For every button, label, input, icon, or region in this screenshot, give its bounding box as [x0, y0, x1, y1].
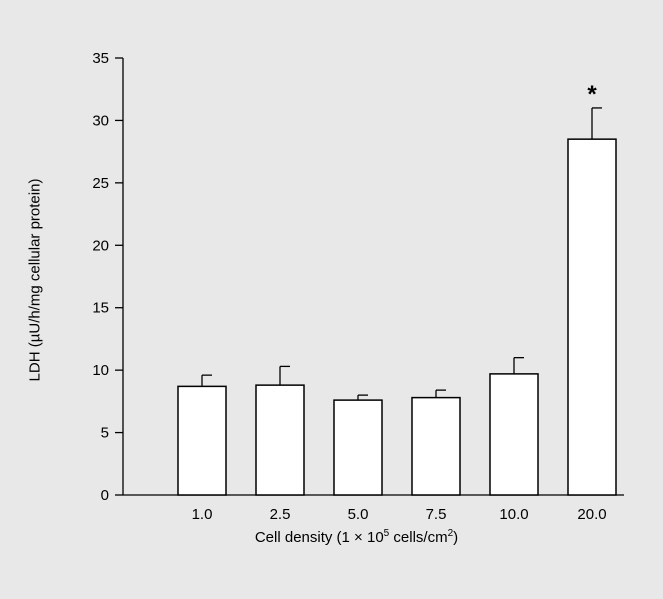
y-tick-label: 0: [101, 487, 109, 504]
x-axis-title: Cell density (1 × 105 cells/cm2): [0, 528, 663, 546]
x-axis-title-part: ): [453, 529, 459, 546]
significance-marker: *: [587, 81, 597, 108]
bar-20.0: [567, 138, 617, 496]
y-tick-label: 10: [92, 362, 109, 379]
y-tick-label: 20: [92, 237, 109, 254]
bar-2.5: [255, 384, 305, 496]
bars: [177, 107, 617, 496]
bar-7.5: [411, 396, 461, 496]
x-tick-label: 20.0: [577, 506, 606, 523]
x-tick-label: 5.0: [348, 506, 369, 523]
bar-1.0: [177, 385, 227, 496]
tick-labels: 0 5 10 15 20 25 30 35 1.0 2.5 5.0 7.5 10.0 20.0 *: [92, 50, 606, 523]
bar-5.0: [333, 399, 383, 496]
x-tick-label: 1.0: [192, 506, 213, 523]
x-tick-label: 7.5: [426, 506, 447, 523]
x-axis-title-part: Cell density (1 × 10: [254, 529, 384, 546]
x-tick-label: 10.0: [499, 506, 528, 523]
y-tick-label: 30: [92, 112, 109, 129]
x-tick-label: 2.5: [270, 506, 291, 523]
y-tick-label: 25: [92, 175, 109, 192]
x-axis-title-superscript: 2: [447, 528, 454, 539]
y-tick-label: 5: [101, 425, 109, 442]
y-tick-label: 35: [92, 50, 109, 67]
bar-10.0: [489, 373, 539, 496]
y-axis-title: LDH (µU/h/mg cellular protein): [26, 178, 44, 382]
y-tick-label: 15: [92, 300, 109, 317]
x-axis-title-superscript: 5: [383, 528, 390, 539]
x-axis-title-part: cells/cm: [389, 529, 448, 546]
y-axis-title-container: LDH (µU/h/mg cellular protein): [20, 60, 50, 500]
